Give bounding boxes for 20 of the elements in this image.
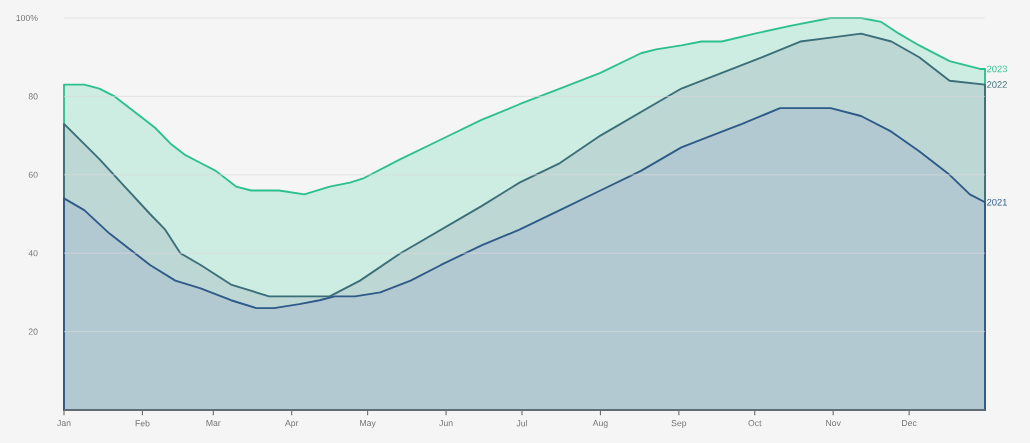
x-tick-label: Mar [206,420,221,427]
series-label: 2022 [987,81,1007,88]
x-tick-label: Jun [439,420,453,427]
x-tick-label: Feb [135,420,150,427]
x-tick-label: Sep [671,420,687,428]
y-tick-label: 80 [28,93,38,100]
x-tick-label: Nov [826,420,841,427]
y-tick-label: 40 [28,250,38,257]
x-tick-label: Apr [285,420,299,428]
x-tick-label: Jul [516,420,527,427]
x-tick-label: Jan [57,420,71,427]
y-tick-label: 60 [28,171,38,178]
y-tick-label: 100% [16,14,38,22]
series-label: 2021 [987,198,1007,206]
x-tick-label: May [360,420,376,428]
x-tick-label: Aug [592,420,608,428]
y-tick-label: 20 [28,328,38,335]
series-label: 2023 [987,65,1007,73]
x-tick-label: Dec [902,420,917,427]
x-tick-label: Oct [748,420,762,427]
